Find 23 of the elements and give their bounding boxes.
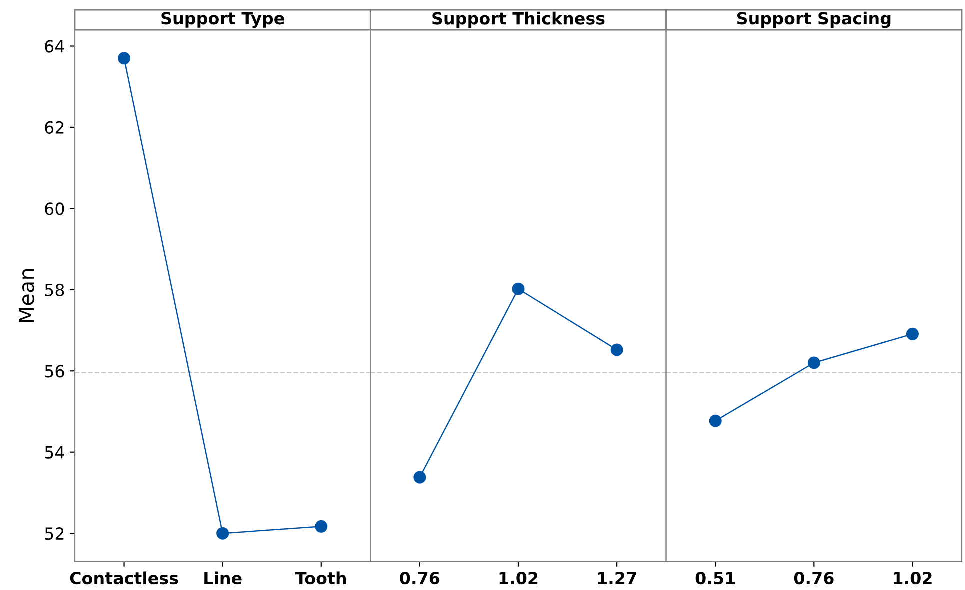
x-tick-label: Contactless	[70, 572, 178, 585]
y-tick-label: 56	[45, 365, 64, 378]
y-tick-label: 64	[45, 40, 64, 53]
x-tick-label: 0.51	[696, 572, 736, 585]
chart-title: Support Spacing	[737, 12, 891, 28]
x-tick-label: 0.76	[794, 572, 834, 585]
y-tick-label: 58	[45, 284, 64, 296]
point	[118, 52, 131, 65]
x-tick-label: 1.02	[894, 572, 932, 585]
x-tick-label: Line	[204, 572, 242, 585]
x-tick-label: Tooth	[296, 572, 346, 585]
point	[216, 527, 230, 540]
x-tick-label: 1.02	[500, 572, 538, 585]
y-axis-title: Mean	[18, 269, 34, 322]
y-tick-label: 54	[45, 446, 64, 459]
x-tick-label: 0.76	[400, 572, 440, 585]
y-tick-label: 62	[45, 121, 64, 134]
y-tick-label: 60	[45, 202, 64, 216]
chart-title: Support Thickness	[432, 12, 605, 28]
y-tick-label: 52	[45, 528, 64, 540]
point	[315, 520, 328, 533]
chart-title: Support Type	[162, 12, 284, 28]
x-tick-label: 1.27	[598, 572, 636, 584]
